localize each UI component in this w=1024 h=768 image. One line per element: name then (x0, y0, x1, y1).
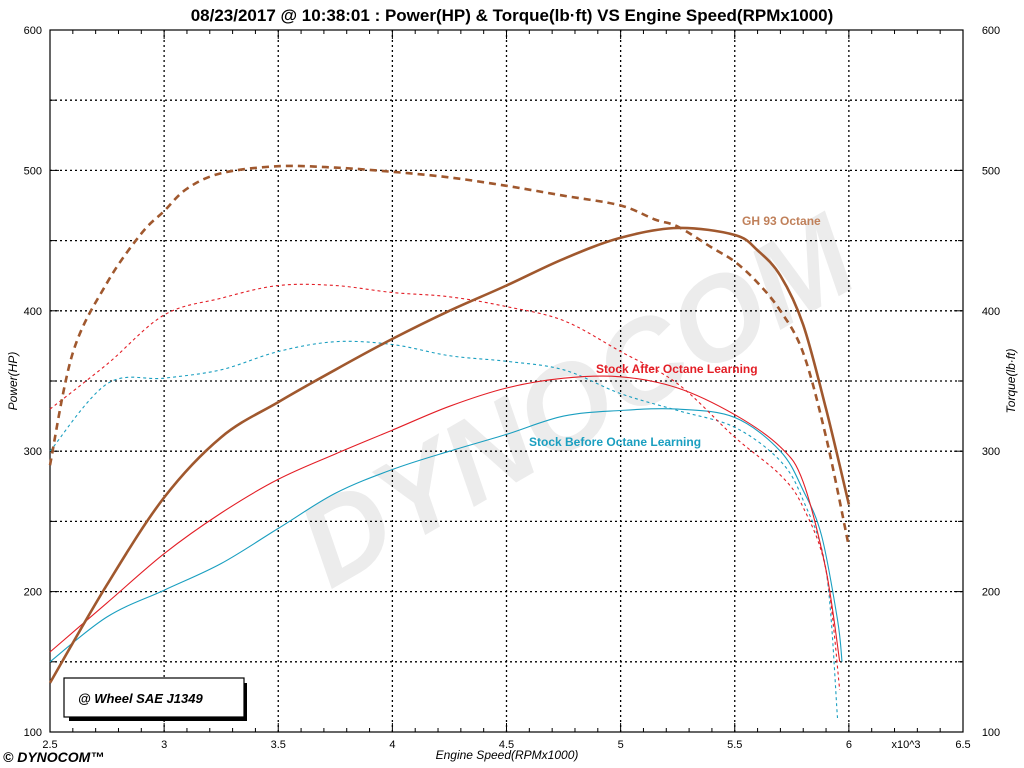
series-label-gh93: GH 93 Octane (742, 214, 821, 228)
y-left-tick-label: 300 (24, 446, 42, 458)
y-right-tick-label: 200 (982, 587, 1000, 599)
x-tick-label: 3.5 (271, 739, 286, 751)
y-right-tick-label: 500 (982, 165, 1000, 177)
x-tick-label: 5.5 (727, 739, 742, 751)
axis-ticks (49, 29, 964, 733)
x-tick-label: 4 (389, 739, 395, 751)
y-left-tick-label: 500 (24, 165, 42, 177)
dynocom-logo: © DYNOCOM™ (3, 749, 104, 765)
series-label-stock-before: Stock Before Octane Learning (529, 435, 701, 449)
y-right-tick-label: 300 (982, 446, 1000, 458)
y-left-tick-label: 600 (24, 25, 42, 37)
y-right-tick-label: 400 (982, 306, 1000, 318)
x-tick-label: 3 (161, 739, 167, 751)
power-line-gh93 (48, 226, 851, 684)
torque-line-stock-after (49, 283, 841, 690)
x-tick-label: 6 (846, 739, 852, 751)
annotation-box: @ Wheel SAE J1349 (63, 677, 247, 721)
y-right-tick-label: 600 (982, 25, 1000, 37)
y-left-tick-label: 100 (24, 727, 42, 739)
x-axis-label: Engine Speed(RPMx1000) (436, 748, 579, 762)
power-line-stock-before (49, 408, 843, 663)
x-multiplier-label: x10^3 (891, 739, 920, 751)
torque-line-stock-before (49, 340, 839, 719)
y-axis-right-label: Torque(lb·ft) (1004, 349, 1018, 414)
chart-title: 08/23/2017 @ 10:38:01 : Power(HP) & Torq… (191, 6, 834, 25)
data-lines (48, 164, 851, 719)
plot-grid (50, 30, 963, 732)
torque-line-gh93 (48, 164, 851, 547)
annotation-text: @ Wheel SAE J1349 (78, 691, 203, 706)
y-right-tick-label: 100 (982, 727, 1000, 739)
series-label-stock-after: Stock After Octane Learning (596, 362, 758, 376)
x-tick-label: 4.5 (499, 739, 514, 751)
power-line-stock-after (49, 375, 841, 662)
y-left-tick-label: 200 (24, 587, 42, 599)
tick-labels: 100 100 200 200 300 300 400 400 500 500 600 600 2.5 3… (24, 25, 1001, 751)
x-tick-label: 6.5 (955, 739, 970, 751)
x-tick-label: 2.5 (42, 739, 57, 751)
y-left-tick-label: 400 (24, 306, 42, 318)
x-tick-label: 5 (618, 739, 624, 751)
y-axis-left-label: Power(HP) (6, 352, 20, 411)
